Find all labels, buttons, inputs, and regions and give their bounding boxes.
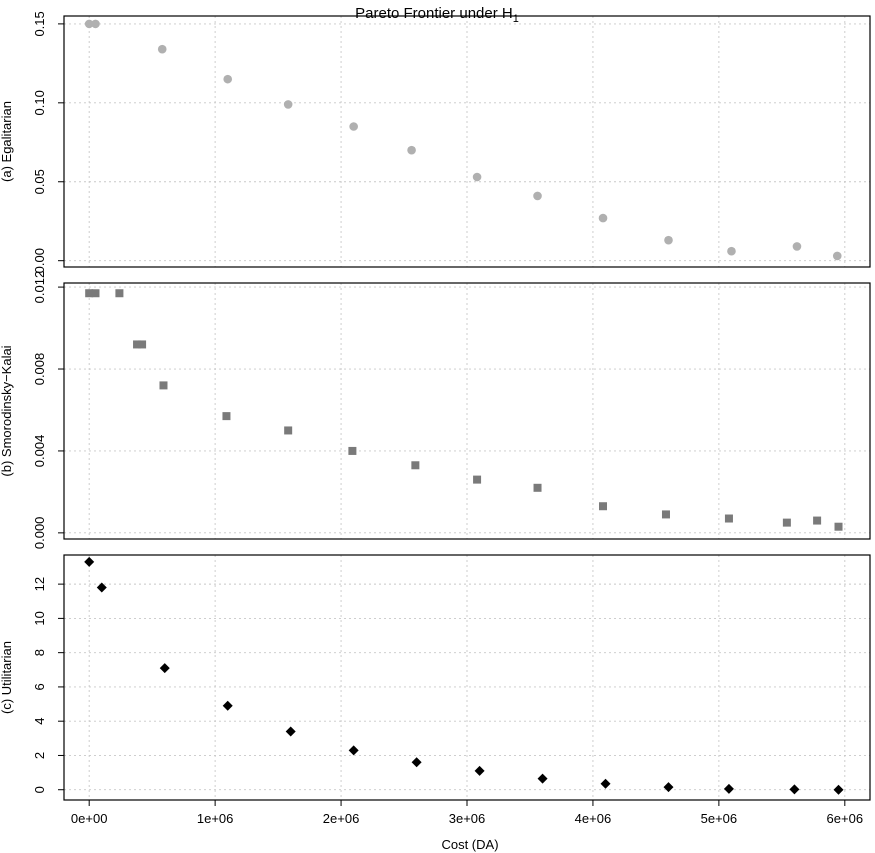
x-tick-label: 3e+06 [449, 811, 486, 826]
data-point [285, 726, 296, 737]
data-point [407, 145, 416, 155]
y-axis-label: (b) Smorodinsky−Kalai [0, 345, 14, 476]
y-tick-label: 10 [32, 611, 47, 625]
y-axis-label: (a) Egalitarian [0, 101, 14, 182]
panel-1: 0.00 0.05 0.10 0.15 (a) Egalitarian [0, 11, 871, 273]
data-point [284, 426, 293, 435]
x-tick-label: 1e+06 [197, 811, 234, 826]
y-axis-label: (c) Utilitarian [0, 641, 14, 714]
data-point [789, 784, 800, 795]
data-point [664, 235, 673, 245]
data-point [223, 74, 233, 84]
data-point [157, 44, 167, 54]
data-point [84, 19, 94, 29]
data-point [84, 556, 95, 567]
data-point [349, 122, 358, 131]
data-point [411, 757, 422, 768]
y-tick-label: 0.15 [32, 11, 47, 36]
panel-2: 0.000 0.004 0.008 0.012 (b) Smorodinsky−Kala… [0, 271, 871, 550]
data-point [222, 412, 231, 421]
data-point [598, 213, 608, 223]
x-tick-label: 6e+06 [827, 811, 864, 826]
data-point [832, 251, 842, 261]
data-point [834, 522, 843, 531]
data-point [348, 446, 357, 455]
data-point [599, 502, 608, 511]
y-tick-label: 0.012 [32, 271, 47, 304]
data-point [472, 172, 482, 182]
data-point [96, 582, 107, 593]
data-point [159, 381, 168, 390]
x-tick-label: 2e+06 [323, 811, 360, 826]
y-tick-label: 0.000 [32, 517, 47, 550]
y-tick-label: 0.10 [32, 90, 47, 115]
y-tick-label: 6 [32, 683, 47, 690]
panel-frame [63, 15, 871, 268]
panel-3: 0 2 4 6 8 10 12 (c) Utilitarian 0e+00 1e+06 2e+06 3… [0, 554, 871, 826]
y-tick-label: 12 [32, 577, 47, 591]
data-point [533, 191, 542, 201]
data-point [537, 773, 548, 784]
x-tick-label: 4e+06 [575, 811, 612, 826]
data-point [727, 246, 736, 256]
chart-title: Pareto Frontier under H1 [355, 5, 519, 25]
x-axis-label: Cost (DA) [441, 837, 498, 852]
data-point [833, 784, 844, 795]
data-point [133, 340, 142, 349]
data-point [723, 783, 734, 794]
data-point [663, 782, 674, 793]
data-point [600, 778, 611, 789]
data-point [91, 19, 100, 29]
data-point [411, 461, 420, 470]
data-point [91, 289, 100, 298]
y-tick-label: 2 [32, 752, 47, 759]
data-point [813, 516, 822, 525]
data-point [474, 765, 485, 776]
data-point [533, 483, 542, 492]
y-tick-label: 8 [32, 649, 47, 656]
data-point [792, 242, 802, 251]
x-tick-label: 5e+06 [701, 811, 738, 826]
y-tick-label: 0.05 [32, 169, 47, 194]
y-tick-label: 0.008 [32, 353, 47, 386]
x-tick-label: 0e+00 [71, 811, 108, 826]
y-tick-label: 0.00 [32, 248, 47, 273]
y-tick-label: 0 [32, 786, 47, 793]
data-point [724, 514, 733, 523]
data-point [473, 475, 482, 484]
data-point [283, 100, 293, 109]
data-point [348, 745, 359, 756]
data-point [222, 700, 233, 711]
y-tick-label: 4 [32, 718, 47, 725]
y-tick-label: 0.004 [32, 435, 47, 468]
panels-group: 0.000.050.100.15(a) Egalitarian0.0000.00… [0, 11, 871, 826]
data-point [85, 289, 94, 298]
data-point [159, 663, 170, 674]
data-point [138, 340, 147, 349]
data-point [661, 510, 670, 519]
chart-title-subscript: 1 [513, 13, 519, 25]
data-point [782, 518, 791, 527]
panel-frame [63, 282, 871, 540]
data-point [115, 289, 124, 298]
